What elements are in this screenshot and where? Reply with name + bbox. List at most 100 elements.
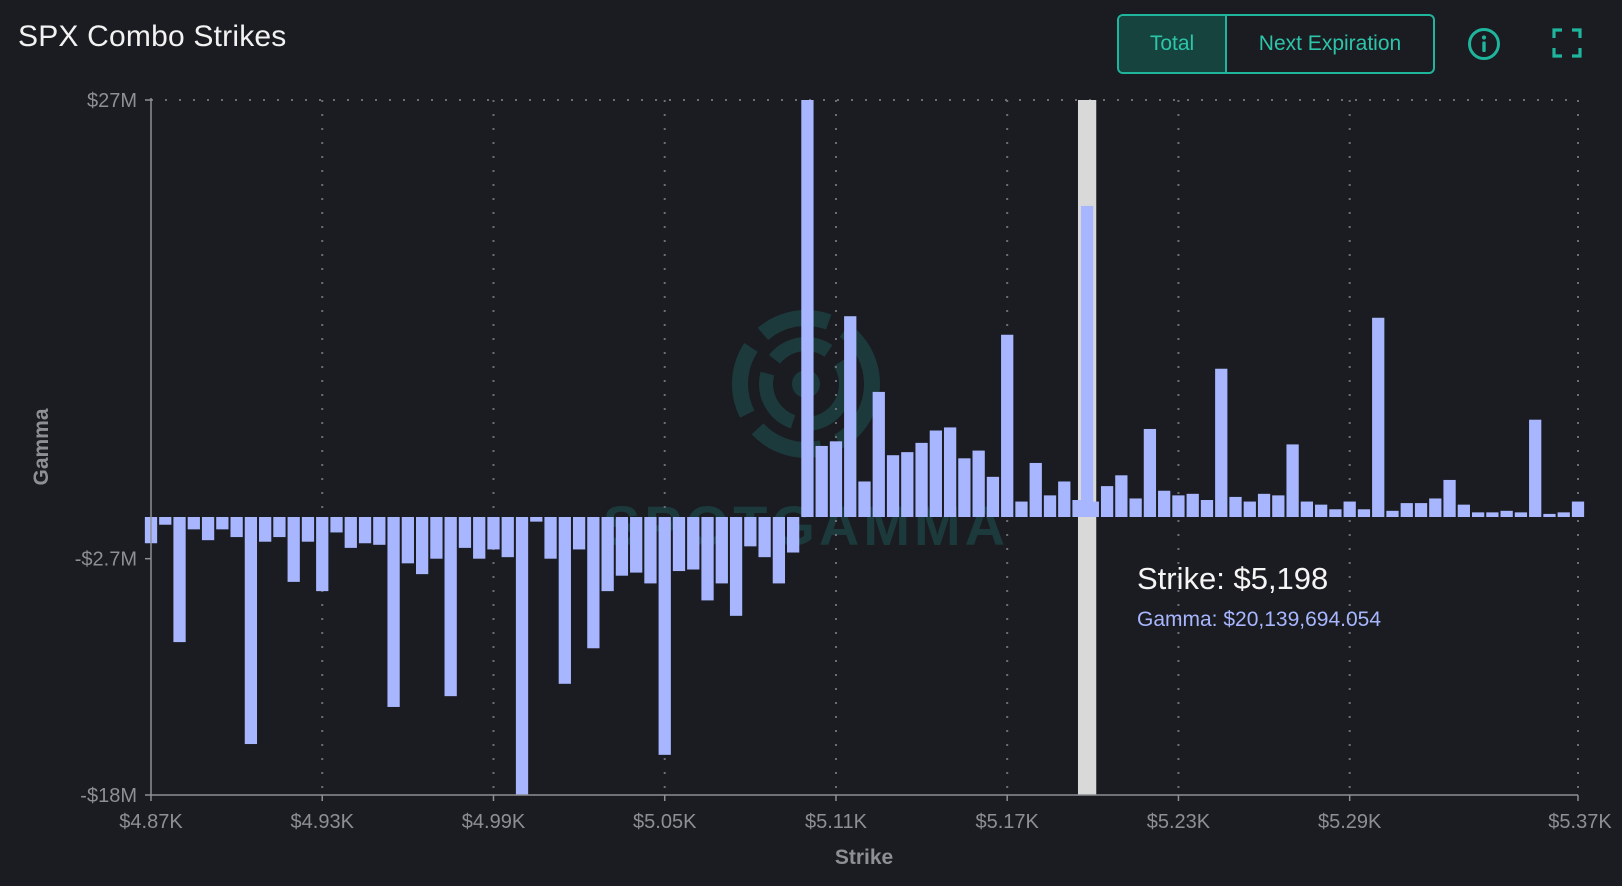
bar[interactable] (772, 517, 786, 584)
bar[interactable] (1215, 368, 1228, 517)
bar[interactable] (1529, 419, 1542, 517)
bar[interactable] (1243, 501, 1256, 517)
tab-next-expiration[interactable]: Next Expiration (1225, 16, 1433, 72)
bar[interactable] (1272, 495, 1285, 517)
bar[interactable] (173, 517, 186, 643)
bar[interactable] (373, 517, 386, 545)
bar[interactable] (1329, 509, 1342, 517)
bar[interactable] (1257, 493, 1271, 517)
bar[interactable] (1115, 475, 1128, 517)
bar[interactable] (958, 458, 971, 517)
bar[interactable] (1571, 501, 1585, 517)
bar[interactable] (1043, 495, 1057, 517)
bar[interactable] (415, 517, 429, 575)
bar[interactable] (1172, 495, 1185, 517)
bar[interactable] (1186, 493, 1199, 517)
bar[interactable] (530, 517, 543, 522)
bar[interactable] (615, 517, 629, 576)
bar[interactable] (1457, 504, 1470, 517)
bar[interactable] (1286, 444, 1299, 517)
bar[interactable] (344, 517, 357, 548)
bar[interactable] (1357, 509, 1371, 517)
fullscreen-icon[interactable] (1552, 28, 1582, 58)
bar[interactable] (244, 517, 258, 745)
bar[interactable] (473, 517, 486, 559)
bar[interactable] (1158, 490, 1171, 517)
bar[interactable] (1557, 512, 1570, 517)
bar[interactable] (815, 445, 828, 517)
bar[interactable] (273, 517, 286, 538)
bar[interactable] (844, 316, 857, 517)
bar[interactable] (601, 517, 614, 592)
bar[interactable] (1372, 317, 1385, 517)
bar[interactable] (901, 452, 914, 517)
bar[interactable] (487, 517, 500, 550)
bar[interactable] (444, 517, 457, 697)
bar[interactable] (558, 517, 571, 684)
bar[interactable] (1229, 496, 1242, 517)
bar[interactable] (1343, 501, 1356, 517)
bar[interactable] (972, 450, 985, 517)
bar[interactable] (1386, 510, 1399, 517)
bar[interactable] (458, 517, 472, 548)
bar[interactable] (430, 517, 443, 559)
bar[interactable] (1029, 462, 1042, 517)
bar[interactable] (1143, 428, 1157, 517)
bar[interactable] (330, 517, 343, 533)
bar[interactable] (1086, 501, 1099, 517)
bar[interactable] (358, 517, 372, 544)
bar[interactable] (915, 442, 928, 517)
bar[interactable] (1058, 481, 1071, 517)
bar[interactable] (216, 517, 229, 530)
bar[interactable] (1443, 479, 1456, 517)
bar[interactable] (1414, 503, 1428, 517)
bar[interactable] (201, 517, 215, 541)
bar[interactable] (1514, 512, 1528, 517)
bar[interactable] (1001, 334, 1014, 517)
bar[interactable] (515, 517, 529, 795)
bar[interactable] (259, 517, 272, 542)
bar[interactable] (1129, 498, 1142, 517)
bar[interactable] (1315, 504, 1328, 517)
bar[interactable] (587, 517, 600, 649)
bar[interactable] (301, 517, 315, 542)
bar[interactable] (159, 517, 172, 525)
bar[interactable] (672, 517, 686, 572)
bar[interactable] (501, 517, 514, 558)
bar[interactable] (858, 481, 871, 517)
bar[interactable] (1300, 501, 1314, 517)
bar[interactable] (401, 517, 414, 564)
bar[interactable] (986, 476, 1000, 517)
bar[interactable] (658, 517, 671, 755)
bar[interactable] (1486, 512, 1499, 517)
bar[interactable] (316, 517, 329, 592)
bar[interactable] (1200, 500, 1214, 517)
bar[interactable] (1015, 501, 1028, 517)
bar[interactable] (801, 100, 814, 517)
bar[interactable] (687, 517, 700, 570)
bar[interactable] (886, 455, 900, 517)
bar[interactable] (829, 441, 843, 517)
bar[interactable] (287, 517, 300, 582)
bar[interactable] (544, 517, 557, 559)
bar[interactable] (1429, 498, 1442, 517)
bar[interactable] (1080, 205, 1094, 517)
bar[interactable] (572, 517, 586, 550)
bar[interactable] (1543, 513, 1556, 517)
bar[interactable] (787, 517, 800, 553)
bar[interactable] (758, 517, 771, 558)
bar[interactable] (729, 517, 743, 616)
tab-total[interactable]: Total (1119, 16, 1225, 72)
bar[interactable] (387, 517, 400, 707)
bar[interactable] (744, 517, 757, 547)
bar[interactable] (230, 517, 243, 538)
bar[interactable] (872, 391, 885, 517)
bar[interactable] (1471, 512, 1485, 517)
bar[interactable] (1400, 503, 1413, 517)
bar[interactable] (943, 427, 957, 517)
bar[interactable] (630, 517, 643, 573)
bar[interactable] (701, 517, 714, 601)
info-circle-icon[interactable] (1467, 27, 1501, 61)
bar[interactable] (1100, 486, 1114, 517)
bar[interactable] (1500, 510, 1513, 517)
